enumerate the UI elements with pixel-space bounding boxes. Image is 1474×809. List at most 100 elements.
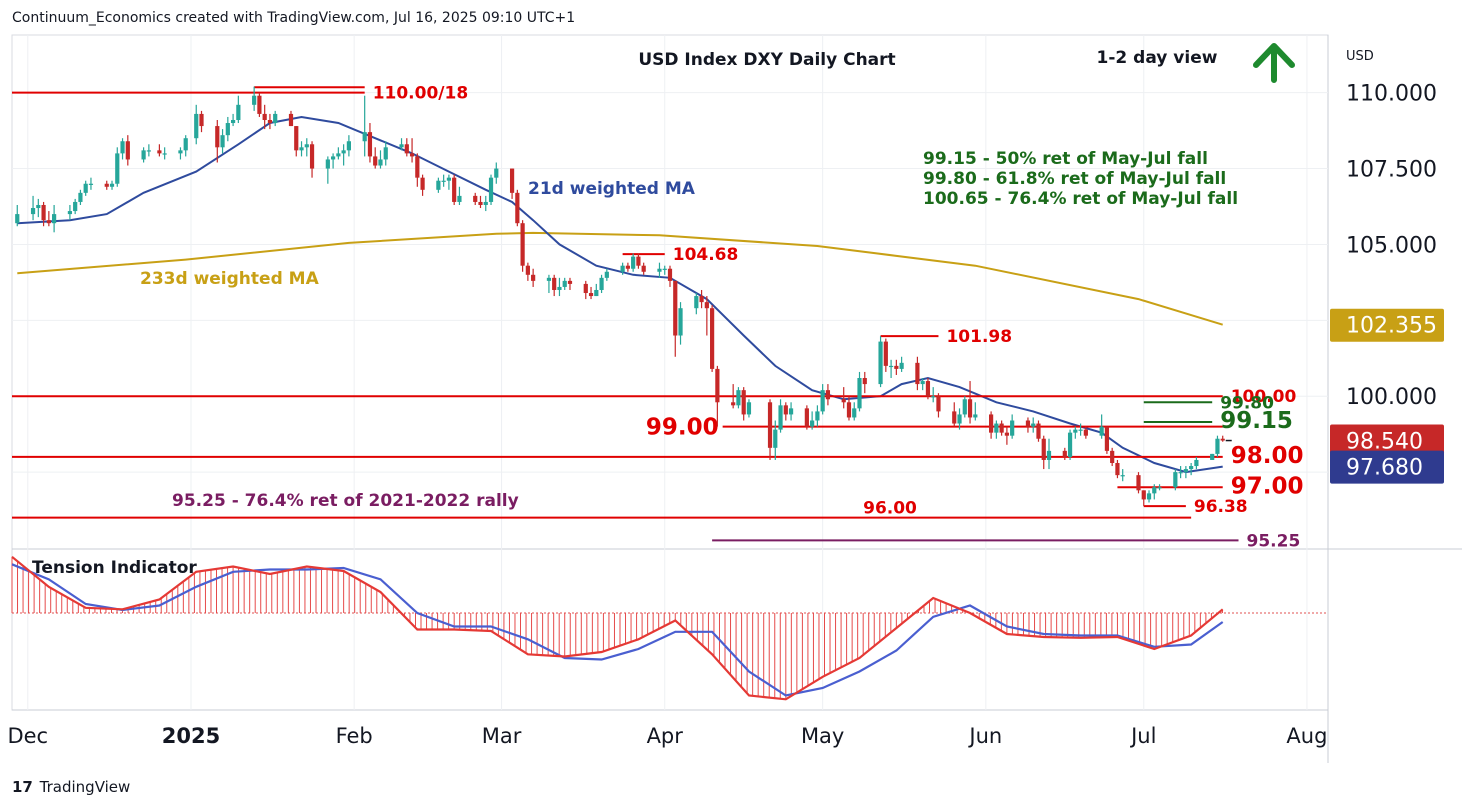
candle-body bbox=[183, 138, 188, 151]
candle-body bbox=[657, 268, 662, 272]
candle-body bbox=[478, 201, 483, 205]
annotation-text: 99.80 - 61.8% ret of May-Jul fall bbox=[923, 169, 1226, 189]
time-tick-label: Mar bbox=[482, 724, 522, 748]
candle-body bbox=[588, 293, 594, 297]
time-tick-label: Jun bbox=[967, 724, 1002, 748]
candle-body bbox=[862, 378, 867, 385]
candle-body bbox=[546, 277, 552, 281]
candle-body bbox=[531, 274, 536, 281]
ma233-price-badge: 102.355 bbox=[1346, 314, 1437, 339]
candle-body bbox=[567, 280, 573, 284]
candle-body bbox=[1078, 429, 1083, 431]
candle-body bbox=[710, 308, 715, 369]
candle-body bbox=[562, 280, 567, 287]
candle-body bbox=[894, 365, 899, 369]
candle-body bbox=[641, 265, 646, 272]
price-tick-label: 100.000 bbox=[1346, 385, 1437, 410]
last-price-badge-bg bbox=[1330, 424, 1444, 458]
level-label: 98.00 bbox=[1231, 443, 1304, 469]
ma21-price-badge: 97.680 bbox=[1346, 456, 1423, 481]
candle-body bbox=[1062, 450, 1067, 457]
candle-body bbox=[162, 153, 167, 155]
tradingview-brand[interactable]: 17 TradingView bbox=[12, 778, 130, 796]
candle-body bbox=[157, 150, 162, 154]
time-tick-label: Jul bbox=[1129, 724, 1156, 748]
candle-body bbox=[925, 381, 931, 397]
candle-body bbox=[225, 123, 230, 136]
candle-body bbox=[1041, 438, 1046, 460]
candle-body bbox=[952, 411, 957, 424]
candle-body bbox=[473, 195, 478, 202]
candle-body bbox=[767, 402, 773, 448]
candle-body bbox=[362, 132, 367, 142]
candle-body bbox=[378, 159, 383, 166]
candle-body bbox=[1099, 426, 1104, 436]
candle-body bbox=[220, 135, 225, 148]
candle-body bbox=[373, 156, 378, 166]
candle-body bbox=[146, 150, 151, 152]
candle-body bbox=[1036, 423, 1041, 439]
candle-body bbox=[852, 408, 857, 418]
candle-body bbox=[741, 390, 746, 415]
candle-body bbox=[525, 265, 530, 275]
candle-body bbox=[446, 177, 452, 181]
level-label: 96.38 bbox=[1194, 497, 1248, 517]
candle-body bbox=[699, 296, 704, 303]
candle-body bbox=[1004, 432, 1009, 436]
price-tick-label: 105.000 bbox=[1346, 233, 1437, 258]
candle-body bbox=[967, 399, 973, 418]
ma233-name: 233d weighted MA bbox=[140, 269, 320, 289]
candle-body bbox=[1146, 493, 1152, 500]
candle-body bbox=[788, 408, 794, 415]
level-label: 104.68 bbox=[673, 245, 739, 265]
candle-body bbox=[857, 378, 862, 409]
candle-body bbox=[252, 95, 257, 105]
price-tick-label: 107.500 bbox=[1346, 158, 1437, 183]
candle-body bbox=[778, 405, 783, 430]
candle-body bbox=[331, 156, 336, 160]
candle-body bbox=[810, 420, 815, 427]
candle-body bbox=[215, 126, 220, 148]
ma233-line bbox=[17, 231, 1223, 326]
candle-body bbox=[294, 126, 299, 151]
candle-body bbox=[325, 159, 330, 169]
candle-body bbox=[552, 277, 557, 290]
annotation-text: 95.25 - 76.4% ret of 2021-2022 rally bbox=[172, 491, 519, 511]
candle-body bbox=[820, 390, 825, 412]
candle-body bbox=[1136, 475, 1141, 491]
candle-body bbox=[888, 365, 894, 368]
candle-body bbox=[115, 153, 120, 184]
candle-body bbox=[1083, 429, 1088, 436]
candle-body bbox=[1115, 463, 1120, 476]
candle-body bbox=[673, 280, 678, 336]
candle-body bbox=[441, 180, 446, 182]
candle-body bbox=[1152, 487, 1157, 494]
candle-body bbox=[631, 256, 636, 269]
candle-body bbox=[883, 341, 888, 366]
price-tick-label: 110.000 bbox=[1346, 82, 1437, 107]
brand-label: TradingView bbox=[39, 778, 131, 796]
candle-body bbox=[731, 402, 736, 406]
candle-body bbox=[15, 214, 20, 224]
level-label: 97.00 bbox=[1231, 473, 1304, 499]
candle-body bbox=[273, 113, 278, 124]
candle-body bbox=[88, 183, 94, 185]
candle-body bbox=[662, 268, 667, 270]
candle-body bbox=[515, 192, 520, 224]
ma233-price-badge-bg bbox=[1330, 308, 1444, 342]
candle-body bbox=[994, 423, 999, 433]
candle-body bbox=[1110, 450, 1115, 464]
candle-body bbox=[604, 271, 609, 278]
candle-body bbox=[1183, 469, 1188, 473]
candle-body bbox=[341, 150, 346, 154]
candle-body bbox=[825, 390, 831, 400]
candle-body bbox=[804, 408, 809, 427]
candle-body bbox=[746, 402, 752, 415]
candle-body bbox=[83, 183, 88, 193]
candle-body bbox=[120, 141, 125, 154]
candle-body bbox=[931, 396, 936, 398]
candle-body bbox=[67, 211, 73, 215]
candle-body bbox=[346, 141, 351, 151]
candle-body bbox=[509, 168, 515, 193]
